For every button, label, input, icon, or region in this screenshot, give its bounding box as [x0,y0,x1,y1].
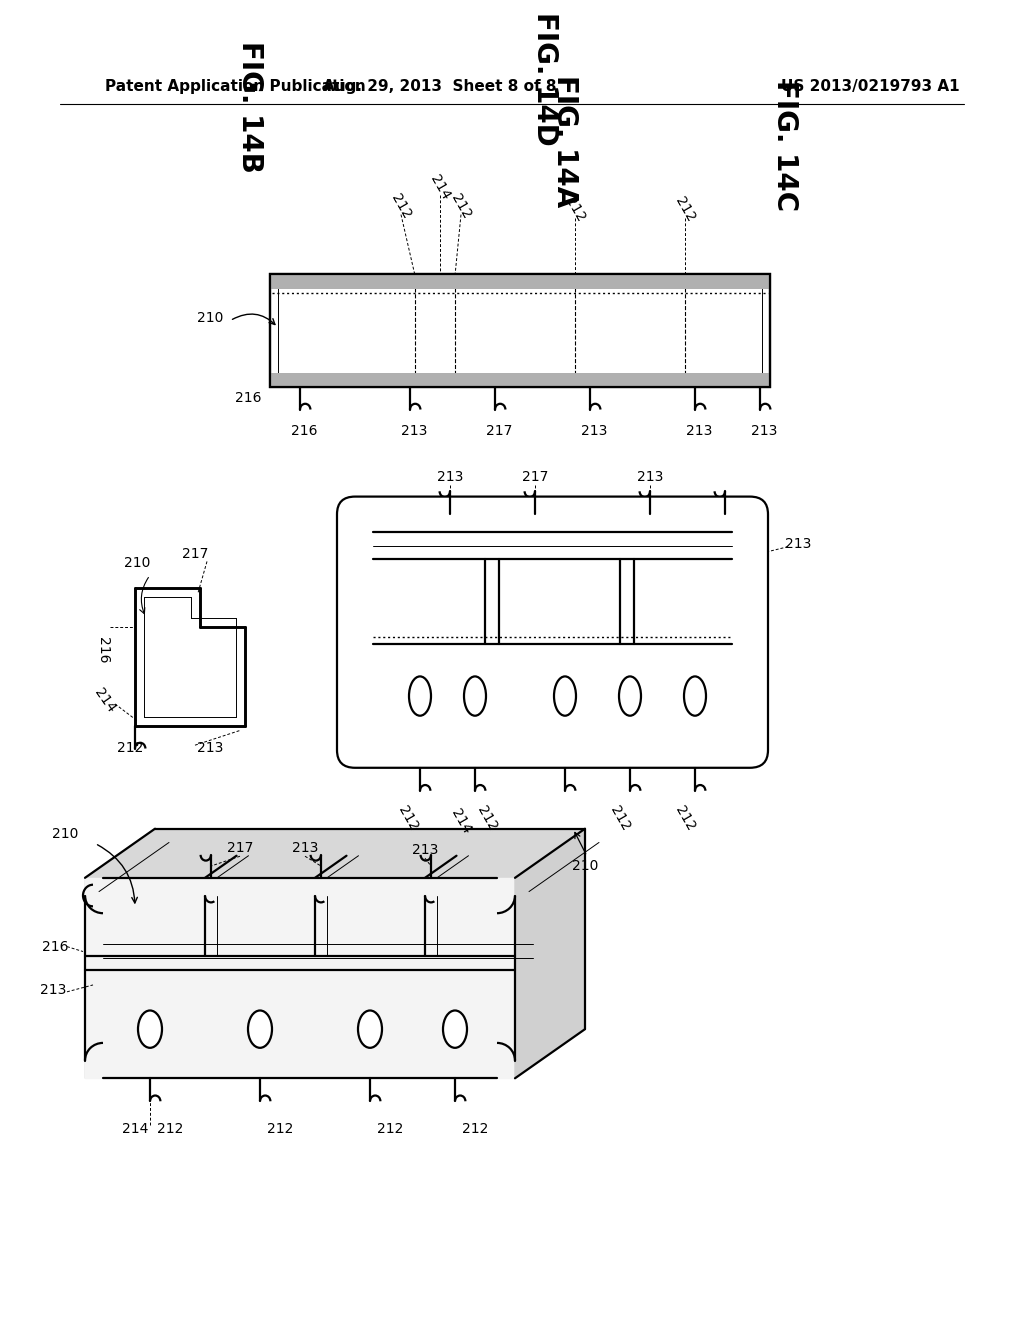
Ellipse shape [443,1011,467,1048]
Polygon shape [515,829,585,1078]
Text: 213: 213 [637,470,664,484]
Ellipse shape [684,676,706,715]
Text: FIG. 14C: FIG. 14C [771,81,799,211]
Text: 213: 213 [400,424,427,438]
Text: 212: 212 [377,1122,403,1137]
Text: 210: 210 [52,826,78,841]
Text: 214: 214 [122,1122,148,1137]
Text: 212: 212 [388,191,414,222]
Text: FIG. 14B: FIG. 14B [236,41,264,173]
Bar [278,281,762,379]
Ellipse shape [248,1011,272,1048]
Text: 212: 212 [474,804,500,834]
Text: 216: 216 [234,391,261,405]
Ellipse shape [554,676,575,715]
Text: 212: 212 [462,1122,488,1137]
Text: 212: 212 [607,804,633,834]
Text: 217: 217 [485,424,512,438]
Ellipse shape [618,676,641,715]
Text: 212: 212 [673,804,697,834]
Text: Patent Application Publication: Patent Application Publication [105,79,366,94]
Text: 213: 213 [686,424,712,438]
Text: 216: 216 [96,636,110,663]
Text: 213: 213 [292,841,318,855]
Text: US 2013/0219793 A1: US 2013/0219793 A1 [780,79,959,94]
Text: 212: 212 [267,1122,293,1137]
Text: 212: 212 [673,195,697,224]
Ellipse shape [409,676,431,715]
Text: 213: 213 [412,843,438,857]
Text: 217: 217 [182,546,208,561]
Text: 213: 213 [437,470,463,484]
Text: 217: 217 [522,470,548,484]
Text: 210: 210 [197,310,223,325]
Text: 210: 210 [571,859,598,873]
Text: 212: 212 [562,195,588,224]
Text: 217: 217 [226,841,253,855]
Text: 213: 213 [751,424,777,438]
Text: 212: 212 [449,191,474,222]
Text: 214: 214 [92,686,119,715]
Text: 212: 212 [117,741,143,755]
Bar [270,372,770,387]
Ellipse shape [138,1011,162,1048]
Bar [270,273,770,387]
Text: 214: 214 [449,807,474,837]
Text: 213: 213 [784,537,811,550]
Text: Aug. 29, 2013  Sheet 8 of 8: Aug. 29, 2013 Sheet 8 of 8 [324,79,557,94]
Ellipse shape [464,676,486,715]
Polygon shape [85,829,585,878]
Bar [270,273,770,387]
Text: 210: 210 [124,557,151,570]
Polygon shape [85,829,155,1078]
Bar [270,273,770,289]
Text: 213: 213 [581,424,607,438]
Text: 212: 212 [395,804,421,834]
Text: 213: 213 [40,983,67,997]
Text: 212: 212 [157,1122,183,1137]
Ellipse shape [358,1011,382,1048]
Text: 213: 213 [197,741,223,755]
Text: FIG. 14A: FIG. 14A [551,75,579,207]
Text: 216: 216 [42,940,69,953]
Text: FIG. 14D: FIG. 14D [531,12,559,147]
Text: 216: 216 [291,424,317,438]
Text: 214: 214 [427,172,453,202]
FancyBboxPatch shape [337,496,768,768]
Polygon shape [85,878,515,1078]
